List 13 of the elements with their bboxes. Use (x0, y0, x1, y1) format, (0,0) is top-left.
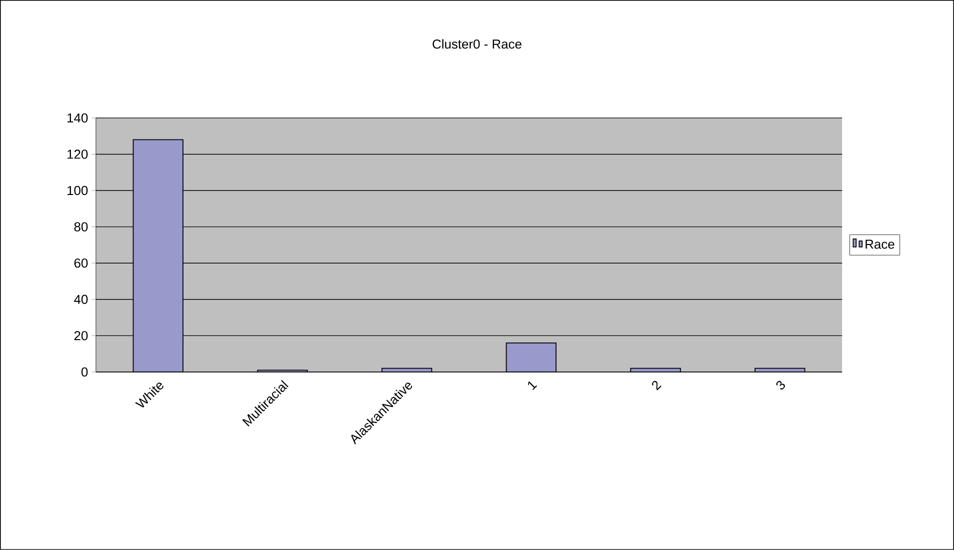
y-tick-label: 80 (74, 222, 88, 232)
legend-label: Race (866, 240, 894, 249)
x-tick-label: 3 (776, 380, 785, 390)
x-tick-label: 1 (528, 381, 538, 390)
y-tick-label: 140 (68, 113, 88, 123)
y-tick-label: 40 (74, 294, 88, 304)
y-tick-label: 120 (68, 150, 88, 159)
y-tick-label: 60 (74, 258, 88, 268)
y-tick-label: 100 (68, 186, 88, 196)
y-tick-label: 0 (81, 367, 88, 377)
y-tick-label: 20 (74, 331, 88, 340)
chart-title: Cluster0 - Race (432, 39, 522, 49)
x-tick-label: 2 (652, 380, 662, 390)
